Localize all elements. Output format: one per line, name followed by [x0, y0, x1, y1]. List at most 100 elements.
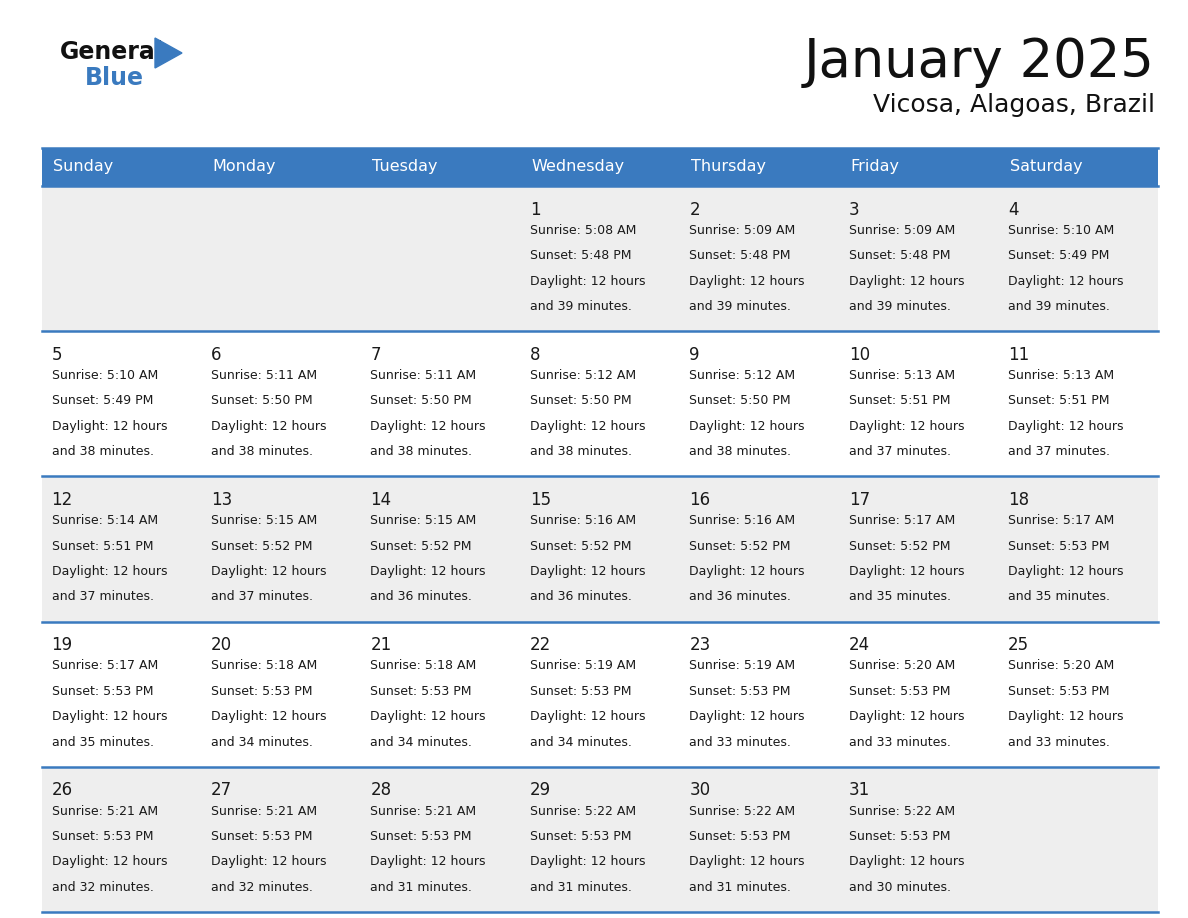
Text: 23: 23 — [689, 636, 710, 655]
Text: Sunset: 5:53 PM: Sunset: 5:53 PM — [371, 830, 472, 843]
Text: Sunset: 5:53 PM: Sunset: 5:53 PM — [689, 685, 791, 698]
Text: 12: 12 — [51, 491, 72, 509]
Bar — [520, 476, 680, 621]
Text: Sunrise: 5:12 AM: Sunrise: 5:12 AM — [530, 369, 636, 382]
Text: Sunrise: 5:17 AM: Sunrise: 5:17 AM — [51, 659, 158, 672]
Text: January 2025: January 2025 — [804, 36, 1155, 88]
Text: Daylight: 12 hours: Daylight: 12 hours — [848, 711, 965, 723]
Text: Daylight: 12 hours: Daylight: 12 hours — [1009, 711, 1124, 723]
Text: and 38 minutes.: and 38 minutes. — [530, 445, 632, 458]
Text: Friday: Friday — [851, 160, 899, 174]
Text: 4: 4 — [1009, 200, 1018, 218]
Text: and 38 minutes.: and 38 minutes. — [51, 445, 153, 458]
Bar — [680, 621, 839, 767]
Text: Sunset: 5:51 PM: Sunset: 5:51 PM — [1009, 395, 1110, 408]
Text: and 39 minutes.: and 39 minutes. — [689, 300, 791, 313]
Text: Sunset: 5:53 PM: Sunset: 5:53 PM — [51, 830, 153, 843]
Text: Thursday: Thursday — [691, 160, 766, 174]
Bar — [520, 186, 680, 331]
Text: Daylight: 12 hours: Daylight: 12 hours — [211, 420, 327, 432]
Text: Sunset: 5:53 PM: Sunset: 5:53 PM — [51, 685, 153, 698]
Text: Sunday: Sunday — [53, 160, 113, 174]
Text: Daylight: 12 hours: Daylight: 12 hours — [51, 856, 168, 868]
Text: Sunset: 5:53 PM: Sunset: 5:53 PM — [1009, 540, 1110, 553]
Text: Sunrise: 5:09 AM: Sunrise: 5:09 AM — [689, 224, 796, 237]
Text: Daylight: 12 hours: Daylight: 12 hours — [848, 565, 965, 578]
Text: and 37 minutes.: and 37 minutes. — [848, 445, 950, 458]
Text: 8: 8 — [530, 346, 541, 364]
Text: 11: 11 — [1009, 346, 1029, 364]
Text: and 31 minutes.: and 31 minutes. — [530, 880, 632, 894]
Text: Sunset: 5:50 PM: Sunset: 5:50 PM — [689, 395, 791, 408]
Bar — [839, 186, 999, 331]
Text: Daylight: 12 hours: Daylight: 12 hours — [689, 565, 804, 578]
Bar — [361, 331, 520, 476]
Text: Daylight: 12 hours: Daylight: 12 hours — [530, 856, 645, 868]
Bar — [361, 621, 520, 767]
Text: 26: 26 — [51, 781, 72, 800]
Text: and 32 minutes.: and 32 minutes. — [211, 880, 312, 894]
Bar — [361, 476, 520, 621]
Text: Sunset: 5:53 PM: Sunset: 5:53 PM — [371, 685, 472, 698]
Text: and 31 minutes.: and 31 minutes. — [371, 880, 473, 894]
Bar — [520, 148, 680, 186]
Bar — [42, 476, 202, 621]
Text: and 39 minutes.: and 39 minutes. — [848, 300, 950, 313]
Text: Sunset: 5:48 PM: Sunset: 5:48 PM — [530, 249, 631, 263]
Text: Sunrise: 5:15 AM: Sunrise: 5:15 AM — [371, 514, 476, 527]
Bar — [839, 767, 999, 912]
Text: 7: 7 — [371, 346, 381, 364]
Text: Daylight: 12 hours: Daylight: 12 hours — [1009, 565, 1124, 578]
Bar — [839, 476, 999, 621]
Text: 31: 31 — [848, 781, 870, 800]
Text: Daylight: 12 hours: Daylight: 12 hours — [530, 274, 645, 287]
Text: Daylight: 12 hours: Daylight: 12 hours — [371, 565, 486, 578]
Bar — [202, 148, 361, 186]
Text: Sunset: 5:52 PM: Sunset: 5:52 PM — [371, 540, 472, 553]
Text: Sunrise: 5:19 AM: Sunrise: 5:19 AM — [689, 659, 796, 672]
Text: Sunrise: 5:14 AM: Sunrise: 5:14 AM — [51, 514, 158, 527]
Text: Sunrise: 5:21 AM: Sunrise: 5:21 AM — [51, 804, 158, 818]
Polygon shape — [154, 38, 182, 68]
Text: and 35 minutes.: and 35 minutes. — [848, 590, 950, 603]
Bar — [42, 767, 202, 912]
Text: 24: 24 — [848, 636, 870, 655]
Text: and 37 minutes.: and 37 minutes. — [51, 590, 153, 603]
Text: Sunrise: 5:18 AM: Sunrise: 5:18 AM — [371, 659, 476, 672]
Text: and 36 minutes.: and 36 minutes. — [530, 590, 632, 603]
Bar — [42, 148, 202, 186]
Text: 10: 10 — [848, 346, 870, 364]
Bar — [839, 621, 999, 767]
Text: Sunrise: 5:17 AM: Sunrise: 5:17 AM — [848, 514, 955, 527]
Text: Sunrise: 5:10 AM: Sunrise: 5:10 AM — [1009, 224, 1114, 237]
Text: Daylight: 12 hours: Daylight: 12 hours — [211, 711, 327, 723]
Bar — [202, 186, 361, 331]
Text: 18: 18 — [1009, 491, 1029, 509]
Text: and 32 minutes.: and 32 minutes. — [51, 880, 153, 894]
Text: 2: 2 — [689, 200, 700, 218]
Text: Sunset: 5:50 PM: Sunset: 5:50 PM — [211, 395, 312, 408]
Text: Sunrise: 5:17 AM: Sunrise: 5:17 AM — [1009, 514, 1114, 527]
Text: Daylight: 12 hours: Daylight: 12 hours — [51, 711, 168, 723]
Bar — [520, 621, 680, 767]
Text: Tuesday: Tuesday — [372, 160, 437, 174]
Text: 19: 19 — [51, 636, 72, 655]
Text: Saturday: Saturday — [1010, 160, 1082, 174]
Text: Sunset: 5:52 PM: Sunset: 5:52 PM — [848, 540, 950, 553]
Text: Sunrise: 5:12 AM: Sunrise: 5:12 AM — [689, 369, 796, 382]
Text: 5: 5 — [51, 346, 62, 364]
Bar — [680, 767, 839, 912]
Text: Sunrise: 5:21 AM: Sunrise: 5:21 AM — [211, 804, 317, 818]
Bar — [361, 148, 520, 186]
Text: Sunrise: 5:22 AM: Sunrise: 5:22 AM — [848, 804, 955, 818]
Text: Daylight: 12 hours: Daylight: 12 hours — [211, 856, 327, 868]
Text: Sunrise: 5:20 AM: Sunrise: 5:20 AM — [1009, 659, 1114, 672]
Bar — [42, 621, 202, 767]
Bar — [361, 767, 520, 912]
Text: Sunrise: 5:13 AM: Sunrise: 5:13 AM — [1009, 369, 1114, 382]
Bar — [680, 148, 839, 186]
Text: and 38 minutes.: and 38 minutes. — [371, 445, 473, 458]
Text: Daylight: 12 hours: Daylight: 12 hours — [1009, 274, 1124, 287]
Text: Sunset: 5:53 PM: Sunset: 5:53 PM — [211, 685, 312, 698]
Bar — [361, 186, 520, 331]
